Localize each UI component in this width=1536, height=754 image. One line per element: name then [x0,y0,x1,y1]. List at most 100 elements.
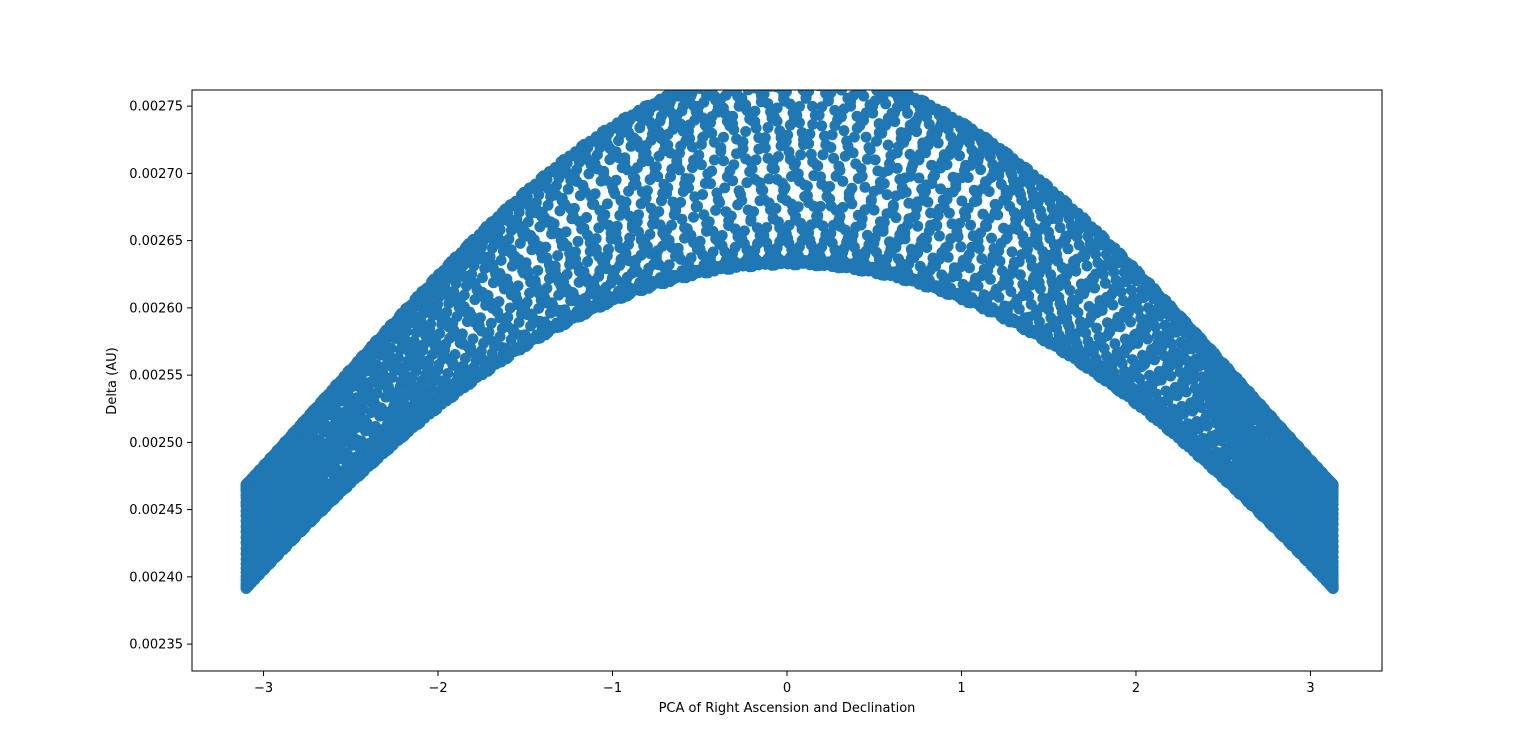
scatter-point [886,206,898,218]
scatter-point [1091,322,1103,334]
scatter-point [795,149,807,161]
scatter-point [704,252,716,264]
scatter-point [1044,195,1056,207]
scatter-point [986,171,997,183]
scatter-point [619,152,631,164]
scatter-point [536,252,548,264]
scatter-point [1174,366,1186,378]
scatter-point [882,139,894,151]
scatter-point [737,260,749,272]
scatter-point [1017,278,1029,290]
scatter-point [740,126,752,137]
scatter-point [965,219,977,231]
scatter-point [1074,287,1086,299]
scatter-point [553,276,565,288]
scatter-point [981,295,993,307]
scatter-point [1218,466,1230,478]
scatter-point [813,109,825,121]
scatter-point [900,95,912,107]
scatter-point [869,95,881,107]
scatter-point [912,196,924,208]
scatter-point [611,117,623,129]
scatter-point [417,344,429,356]
scatter-point [891,101,903,113]
scatter-point [916,271,927,283]
scatter-point [773,253,784,265]
scatter-point [497,236,509,248]
scatter-point [424,324,436,336]
scatter-point [410,365,422,377]
scatter-point [483,333,495,345]
scatter-point [975,133,986,145]
scatter-point [972,235,984,247]
scatter-point [1132,360,1144,372]
scatter-point [786,198,797,210]
scatter-point [1008,207,1020,219]
scatter-point [603,127,615,139]
scatter-point [853,252,864,264]
scatter-point [829,104,841,116]
scatter-point [643,282,655,294]
scatter-point [971,298,983,309]
scatter-point [397,403,409,415]
scatter-point [490,231,502,242]
scatter-point [453,385,465,397]
scatter-point [748,90,759,94]
scatter-point [598,165,610,177]
scatter-point [664,276,676,287]
scatter-point [540,180,552,192]
scatter-point [807,100,818,112]
scatter-point [838,125,850,137]
scatter-point [382,383,394,395]
scatter-point [1098,342,1110,354]
scatter-point [1193,423,1205,435]
scatter-point [1065,347,1077,359]
scatter-point [645,102,657,114]
scatter-point [775,132,787,144]
scatter-point [759,258,771,270]
scatter-point [1041,298,1053,310]
scatter-point [976,270,988,282]
scatter-point [1022,318,1034,329]
scatter-point [1052,255,1064,267]
scatter-point [888,90,899,96]
scatter-point [885,243,897,255]
scatter-point [1236,469,1248,481]
scatter-point [593,222,605,234]
scatter-point [848,131,860,143]
scatter-point [942,251,954,263]
scatter-point [1083,301,1095,312]
scatter-point [813,247,825,259]
scatter-point [1325,523,1337,535]
scatter-point [864,144,876,156]
scatter-point [1106,379,1118,391]
scatter-point [1025,254,1037,266]
scatter-point [916,234,928,246]
scatter-point [594,141,606,153]
scatter-point [1204,398,1216,410]
scatter-point [1217,362,1229,374]
scatter-point [825,142,837,153]
scatter-point [1226,436,1238,448]
scatter-point [1266,514,1278,526]
scatter-point [1054,222,1066,234]
scatter-point [909,93,921,104]
scatter-point [1159,329,1171,341]
scatter-point [401,325,413,337]
scatter-point [528,240,540,252]
scatter-point [666,163,678,175]
scatter-point [560,165,572,177]
scatter-point [871,135,882,147]
scatter-point [1005,286,1017,297]
scatter-point [817,149,829,161]
scatter-point [1248,458,1260,470]
scatter-point [903,213,915,225]
scatter-point [1011,293,1023,305]
scatter-point [999,157,1011,169]
scatter-point [1086,272,1098,284]
scatter-point [628,170,639,182]
scatter-point [861,229,873,241]
scatter-point [719,182,731,194]
scatter-point [564,150,575,162]
scatter-point [828,152,840,164]
